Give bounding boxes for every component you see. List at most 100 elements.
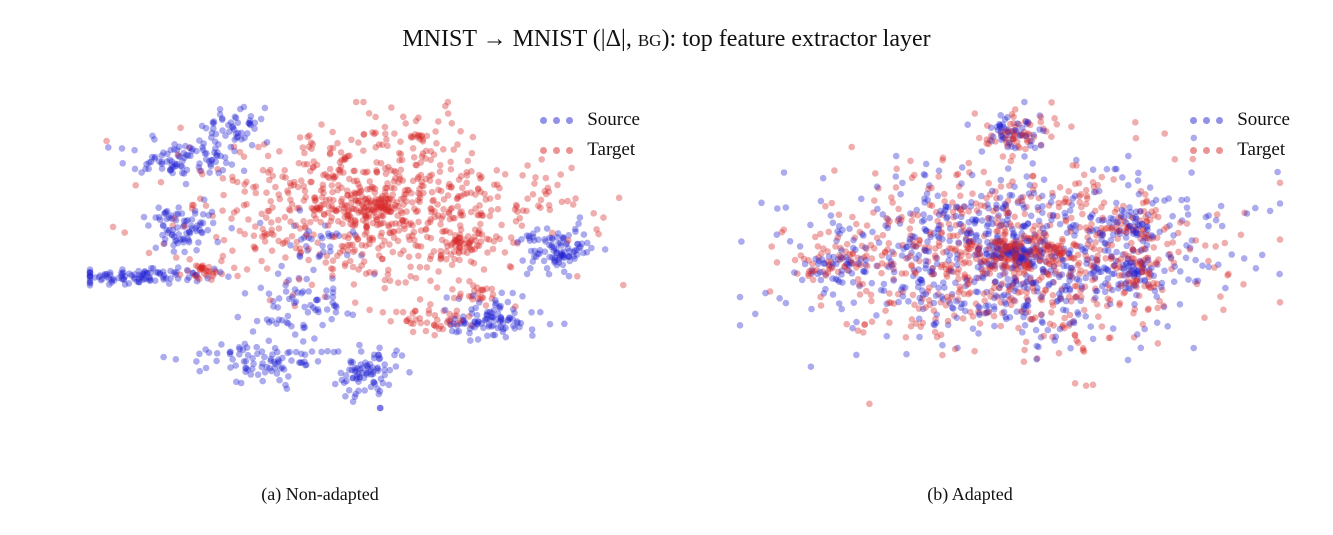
scatter-point-target-adapted bbox=[1025, 261, 1032, 268]
scatter-point-source-adapted bbox=[997, 246, 1005, 253]
scatter-point-target-non-adapted bbox=[390, 178, 398, 185]
scatter-point-source-adapted bbox=[1001, 134, 1008, 142]
scatter-point-target-non-adapted bbox=[475, 230, 483, 238]
scatter-point-target-non-adapted bbox=[412, 274, 420, 282]
scatter-point-target-non-adapted bbox=[312, 215, 320, 222]
scatter-point-target-non-adapted bbox=[456, 234, 464, 241]
scatter-point-target-adapted bbox=[1193, 280, 1201, 288]
scatter-point-target-non-adapted bbox=[397, 195, 405, 203]
scatter-point-target-adapted bbox=[1042, 246, 1049, 253]
scatter-point-target-adapted bbox=[1025, 119, 1032, 127]
scatter-point-target-adapted bbox=[1014, 197, 1022, 205]
scatter-point-target-non-adapted bbox=[304, 160, 311, 168]
scatter-point-target-non-adapted bbox=[384, 201, 392, 209]
scatter-point-source-non-adapted bbox=[212, 130, 220, 138]
scatter-point-source-non-adapted bbox=[103, 273, 110, 280]
scatter-point-target-non-adapted bbox=[538, 156, 545, 163]
scatter-point-target-non-adapted bbox=[263, 231, 271, 238]
scatter-point-source-adapted bbox=[1202, 213, 1210, 221]
scatter-point-source-non-adapted bbox=[556, 252, 564, 260]
scatter-point-source-adapted bbox=[982, 230, 989, 238]
scatter-point-target-non-adapted bbox=[620, 281, 627, 289]
scatter-point-target-non-adapted bbox=[310, 158, 317, 165]
scatter-point-target-adapted bbox=[1006, 247, 1014, 254]
scatter-point-target-adapted bbox=[955, 240, 963, 247]
scatter-point-target-non-adapted bbox=[418, 153, 426, 160]
scatter-point-target-adapted bbox=[1169, 239, 1177, 246]
scatter-point-source-adapted bbox=[1093, 256, 1101, 264]
scatter-point-source-adapted bbox=[978, 148, 986, 155]
scatter-point-target-adapted bbox=[813, 266, 820, 274]
scatter-point-target-adapted bbox=[1053, 121, 1061, 128]
scatter-point-target-adapted bbox=[1237, 231, 1245, 239]
scatter-point-source-non-adapted bbox=[176, 143, 183, 151]
scatter-point-target-non-adapted bbox=[174, 151, 182, 158]
scatter-point-source-non-adapted bbox=[185, 238, 193, 246]
scatter-point-target-adapted bbox=[1010, 238, 1018, 246]
scatter-point-source-non-adapted bbox=[318, 348, 325, 356]
scatter-point-source-non-adapted bbox=[213, 151, 220, 159]
scatter-point-source-adapted bbox=[1101, 239, 1109, 247]
scatter-point-target-non-adapted bbox=[213, 233, 220, 241]
scatter-point-source-adapted bbox=[1004, 216, 1011, 224]
scatter-point-source-adapted bbox=[1066, 207, 1074, 214]
scatter-point-target-adapted bbox=[992, 255, 1000, 263]
scatter-point-target-adapted bbox=[870, 245, 878, 252]
scatter-point-source-adapted bbox=[1222, 284, 1229, 292]
scatter-point-source-non-adapted bbox=[560, 268, 568, 276]
scatter-point-source-non-adapted bbox=[323, 293, 331, 301]
scatter-point-source-non-adapted bbox=[191, 210, 199, 217]
scatter-point-target-non-adapted bbox=[372, 198, 379, 205]
scatter-point-source-non-adapted bbox=[128, 272, 135, 279]
scatter-point-source-adapted bbox=[917, 298, 925, 306]
scatter-point-source-non-adapted bbox=[487, 316, 494, 323]
scatter-point-target-adapted bbox=[1024, 130, 1032, 137]
scatter-point-source-adapted bbox=[1011, 183, 1018, 190]
scatter-point-target-non-adapted bbox=[390, 234, 398, 241]
scatter-point-target-non-adapted bbox=[383, 208, 391, 215]
scatter-point-source-adapted bbox=[999, 134, 1007, 142]
scatter-point-source-adapted bbox=[820, 260, 828, 267]
scatter-point-target-non-adapted bbox=[437, 247, 445, 255]
scatter-point-source-non-adapted bbox=[239, 346, 247, 354]
scatter-point-target-non-adapted bbox=[437, 252, 445, 260]
scatter-point-source-non-adapted bbox=[583, 249, 591, 256]
scatter-point-target-adapted bbox=[1106, 285, 1113, 292]
scatter-point-source-non-adapted bbox=[176, 153, 183, 160]
scatter-point-target-adapted bbox=[924, 288, 932, 295]
scatter-point-target-adapted bbox=[884, 221, 892, 228]
scatter-point-target-adapted bbox=[780, 226, 788, 233]
scatter-point-source-adapted bbox=[957, 304, 965, 311]
scatter-point-source-adapted bbox=[985, 260, 992, 268]
scatter-point-target-non-adapted bbox=[355, 199, 362, 207]
scatter-point-target-adapted bbox=[1004, 256, 1011, 264]
scatter-point-target-adapted bbox=[1061, 324, 1068, 332]
scatter-point-target-non-adapted bbox=[347, 200, 355, 207]
scatter-point-source-non-adapted bbox=[163, 215, 171, 223]
scatter-point-source-non-adapted bbox=[548, 254, 556, 261]
scatter-point-target-non-adapted bbox=[400, 113, 407, 121]
scatter-point-target-adapted bbox=[959, 223, 967, 230]
scatter-point-target-non-adapted bbox=[363, 229, 370, 236]
scatter-point-target-adapted bbox=[1114, 235, 1121, 242]
scatter-point-source-adapted bbox=[1009, 264, 1016, 272]
scatter-point-source-non-adapted bbox=[174, 224, 181, 231]
scatter-point-target-adapted bbox=[1014, 138, 1021, 146]
scatter-point-target-non-adapted bbox=[407, 263, 414, 271]
scatter-point-source-adapted bbox=[1037, 142, 1045, 149]
scatter-point-source-adapted bbox=[892, 173, 900, 180]
scatter-point-source-adapted bbox=[1020, 222, 1027, 230]
scatter-point-source-non-adapted bbox=[375, 390, 383, 398]
scatter-point-target-adapted bbox=[939, 249, 947, 256]
scatter-point-target-non-adapted bbox=[478, 231, 486, 238]
scatter-point-source-non-adapted bbox=[288, 322, 295, 330]
scatter-point-target-adapted bbox=[1009, 246, 1016, 254]
scatter-point-source-adapted bbox=[1150, 272, 1158, 280]
scatter-point-source-adapted bbox=[1091, 188, 1098, 196]
scatter-point-source-non-adapted bbox=[356, 375, 363, 382]
scatter-point-target-adapted bbox=[965, 228, 973, 235]
scatter-point-target-adapted bbox=[983, 136, 991, 143]
scatter-point-source-adapted bbox=[976, 311, 983, 319]
scatter-point-source-non-adapted bbox=[259, 377, 266, 385]
scatter-point-target-non-adapted bbox=[370, 207, 378, 215]
